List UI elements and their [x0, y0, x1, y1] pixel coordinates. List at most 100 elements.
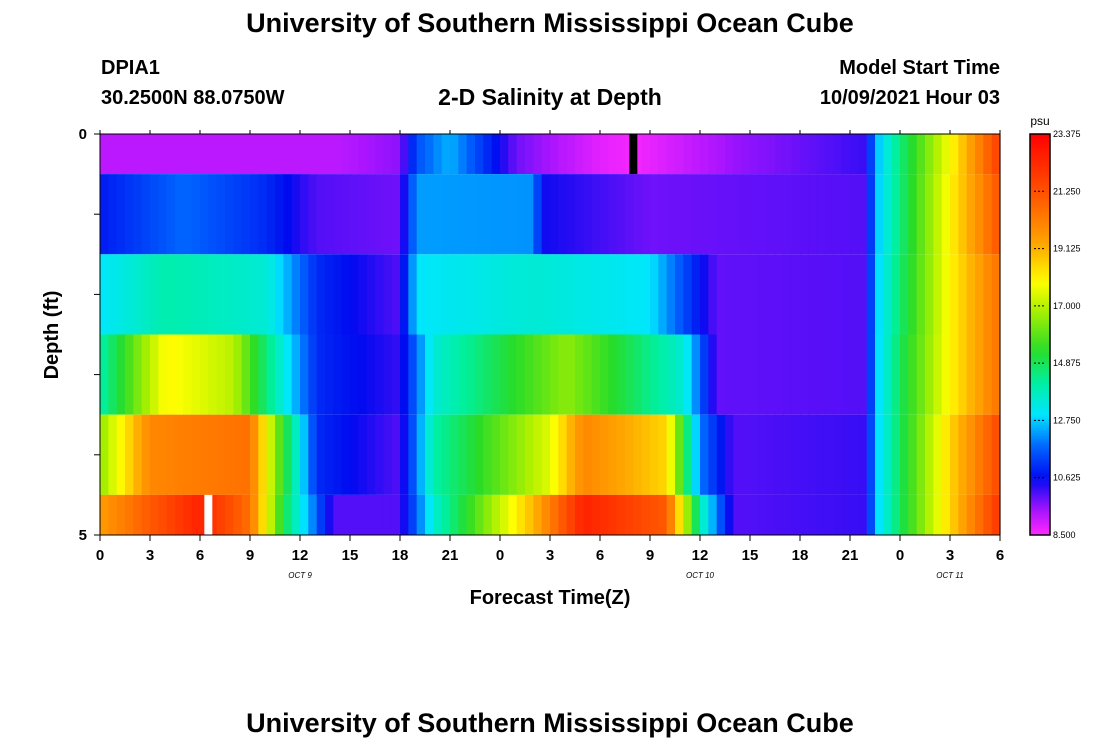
heatmap-cell [316, 494, 326, 535]
heatmap-cell [408, 134, 418, 175]
heatmap-cell [191, 134, 201, 175]
heatmap-cell [691, 134, 701, 175]
heatmap-cell [600, 414, 609, 495]
heatmap-cell [216, 174, 226, 255]
heatmap-cell [425, 494, 434, 535]
heatmap-cell [258, 254, 268, 335]
heatmap-cell [216, 254, 226, 335]
heatmap-cell [583, 134, 593, 175]
heatmap-cell [450, 254, 459, 335]
heatmap-cell [441, 174, 451, 255]
heatmap-cell [841, 254, 851, 335]
heatmap-cell [475, 174, 484, 255]
colorbar-label: 23.375 [1053, 129, 1081, 139]
heatmap-cell [508, 134, 518, 175]
heatmap-cell [833, 414, 843, 495]
heatmap-cell [625, 254, 634, 335]
heatmap-cell [500, 494, 509, 535]
heatmap-cell [191, 414, 201, 495]
heatmap-cell [983, 334, 993, 415]
heatmap-cell [366, 174, 376, 255]
heatmap-cell [616, 494, 626, 535]
heatmap-cell [116, 174, 126, 255]
heatmap-cell [841, 334, 851, 415]
heatmap-cell [241, 134, 251, 175]
heatmap-cell [208, 334, 218, 415]
heatmap-cell [458, 174, 468, 255]
heatmap-cell [266, 494, 276, 535]
heatmap-cell [516, 134, 526, 175]
heatmap-cell [500, 134, 509, 175]
heatmap-cell [783, 494, 793, 535]
heatmap-cell [775, 134, 784, 175]
heatmap-cell [666, 134, 676, 175]
heatmap-cell [383, 254, 393, 335]
heatmap-cell [808, 174, 818, 255]
heatmap-cell [283, 334, 293, 415]
heatmap-cell [700, 414, 709, 495]
heatmap-cell [833, 134, 843, 175]
heatmap-cell [158, 134, 168, 175]
heatmap-cell [825, 334, 834, 415]
heatmap-cell [883, 254, 893, 335]
heatmap-cell [725, 174, 734, 255]
heatmap-cell [866, 254, 876, 335]
heatmap-cell [658, 414, 668, 495]
heatmap-cell [966, 414, 976, 495]
heatmap-cell [150, 334, 159, 415]
heatmap-cell [341, 334, 351, 415]
heatmap-cell [758, 334, 768, 415]
heatmap-cell [908, 414, 918, 495]
heatmap-cell [875, 254, 884, 335]
heatmap-cell [991, 134, 1001, 175]
heatmap-cell [508, 414, 518, 495]
heatmap-cell [791, 334, 801, 415]
heatmap-cell [208, 414, 218, 495]
heatmap-cell [425, 174, 434, 255]
heatmap-cell [608, 134, 618, 175]
heatmap-cell [808, 494, 818, 535]
heatmap-cell [183, 334, 193, 415]
heatmap-cell [533, 414, 543, 495]
heatmap-cell [483, 334, 493, 415]
heatmap-cell [800, 134, 809, 175]
heatmap-cell [108, 414, 118, 495]
heatmap-cell [458, 254, 468, 335]
heatmap-cell [575, 254, 584, 335]
heatmap-cell [591, 254, 601, 335]
x-tick-label: 3 [146, 547, 154, 564]
heatmap-cell [550, 134, 559, 175]
heatmap-cell [783, 254, 793, 335]
heatmap-cell [933, 174, 943, 255]
x-tick-label: 6 [996, 547, 1004, 564]
heatmap-cell [300, 254, 309, 335]
heatmap-cell [900, 174, 909, 255]
heatmap-cell [925, 494, 934, 535]
x-day-label: OCT 9 [288, 571, 312, 580]
heatmap-cell [858, 134, 868, 175]
heatmap-cell [675, 254, 684, 335]
heatmap-cell [391, 334, 401, 415]
heatmap-cell [783, 134, 793, 175]
heatmap-cell [550, 174, 559, 255]
heatmap-cell [641, 494, 651, 535]
heatmap-cell [466, 134, 476, 175]
heatmap-cell [925, 414, 934, 495]
heatmap-cell [266, 334, 276, 415]
heatmap-cell [383, 494, 393, 535]
heatmap-cell [583, 254, 593, 335]
heatmap-cell [183, 494, 193, 535]
heatmap-cell [100, 254, 109, 335]
heatmap-cell [541, 174, 551, 255]
heatmap-cell [766, 414, 776, 495]
heatmap-cell [383, 334, 393, 415]
heatmap-cell [666, 254, 676, 335]
heatmap-cell [241, 334, 251, 415]
heatmap-cell [900, 134, 909, 175]
heatmap-cell [866, 134, 876, 175]
heatmap-cell [891, 174, 901, 255]
heatmap-cell [741, 334, 751, 415]
heatmap-cell [625, 494, 634, 535]
heatmap-cell [475, 134, 484, 175]
heatmap-cell [925, 334, 934, 415]
